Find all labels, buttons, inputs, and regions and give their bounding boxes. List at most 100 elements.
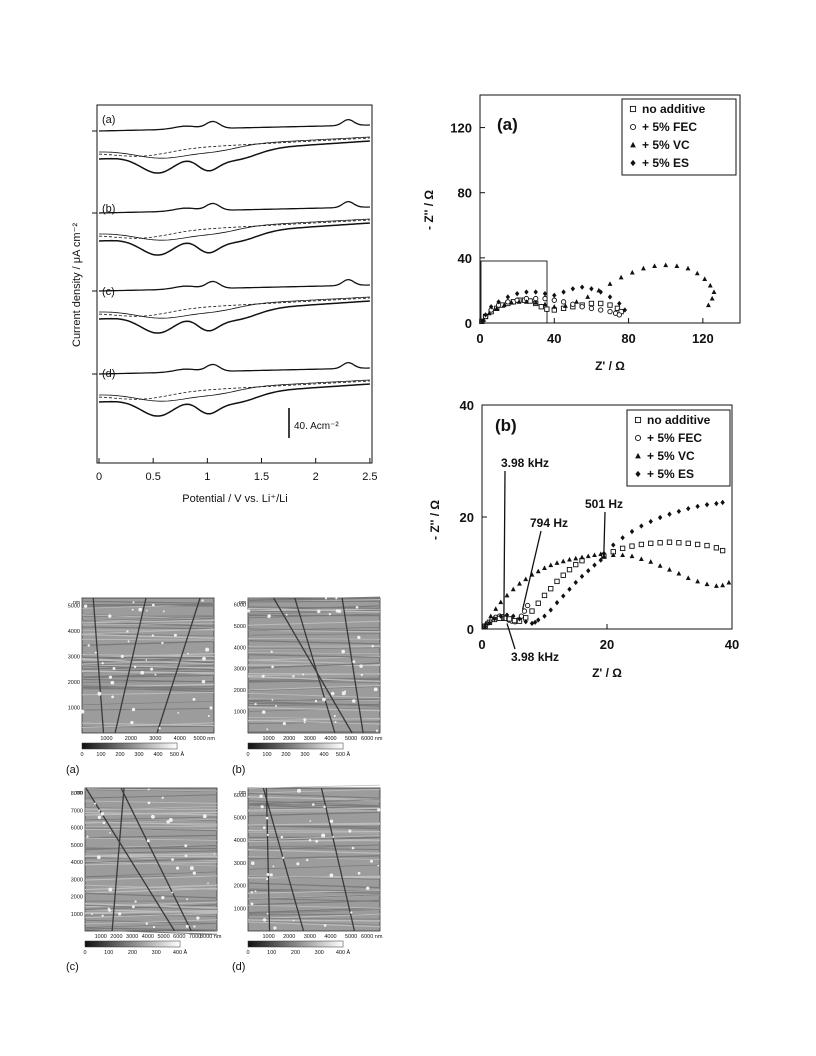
afm-particle <box>377 808 381 812</box>
afm-particle <box>259 794 263 799</box>
afm-particle <box>373 687 378 692</box>
afm-particle <box>146 609 148 612</box>
afm-x-tick-label: 5000 <box>345 934 357 940</box>
afm-particle <box>254 702 257 706</box>
afm-texture-line <box>81 659 215 665</box>
afm-particle <box>265 816 269 820</box>
data-point <box>666 539 673 545</box>
data-point <box>707 282 713 288</box>
data-point <box>501 302 507 308</box>
afm-particle <box>266 728 269 731</box>
afm-texture-line <box>84 837 218 841</box>
cv-x-tick-label: 1.5 <box>254 471 269 483</box>
data-point <box>685 265 691 271</box>
afm-texture-line <box>84 853 218 856</box>
afm-texture-line <box>84 909 218 915</box>
afm-scratch <box>111 787 125 932</box>
afm-particle <box>127 640 130 643</box>
afm-texture-line <box>247 647 381 650</box>
afm-texture-line <box>247 792 381 799</box>
afm-texture-line <box>247 788 381 794</box>
afm-particle <box>266 912 269 915</box>
data-point <box>498 599 504 605</box>
eis-b-annotations: 3.98 kHz 794 Hz 501 Hz 3.98 kHz <box>501 456 623 664</box>
afm-particle <box>111 695 114 699</box>
afm-scratch <box>85 787 176 932</box>
afm-particle <box>271 665 274 669</box>
afm-particle <box>375 729 379 732</box>
afm-scale-tick-label: 200 <box>281 752 290 758</box>
afm-texture-line <box>81 614 215 620</box>
data-point <box>516 299 522 304</box>
afm-scale-tick-label: 300 <box>315 950 324 956</box>
afm-particle <box>357 635 361 640</box>
afm-texture-line <box>247 838 381 842</box>
afm-particle <box>282 722 286 726</box>
data-point <box>607 302 613 308</box>
afm-particle <box>323 924 327 927</box>
afm-texture-line <box>81 640 215 647</box>
afm-particle <box>365 886 370 891</box>
afm-particle <box>247 609 251 613</box>
afm-scratch <box>114 597 147 734</box>
afm-x-tick-label: 8000 nm <box>200 934 222 940</box>
afm-particle <box>302 673 305 676</box>
data-point <box>579 554 585 560</box>
data-point <box>579 573 585 579</box>
data-point <box>529 608 535 614</box>
eis-a-points <box>479 262 717 325</box>
cv-x-axis-label: Potential / V vs. Li⁺/Li <box>182 493 287 505</box>
eis-chart-a: 0 40 80 120 0 40 80 120 (a) no additive + 5% FEC… <box>422 94 741 373</box>
afm-texture-line <box>247 888 381 892</box>
data-point <box>548 607 553 613</box>
afm-y-tick-label: 2000 <box>71 895 83 901</box>
afm-particle <box>192 871 196 875</box>
afm-y-tick-label: 4000 <box>68 629 80 635</box>
data-point <box>561 593 566 599</box>
data-point <box>493 606 499 611</box>
afm-particle <box>341 691 346 696</box>
afm-x-tick-label: 6000 <box>173 934 185 940</box>
afm-texture-line <box>84 861 218 866</box>
afm-particle <box>201 599 204 602</box>
afm-x-tick-label: 4000 <box>174 736 186 742</box>
afm-particle <box>250 902 254 906</box>
afm-texture-line <box>84 904 218 911</box>
data-point <box>566 566 573 573</box>
afm-particle <box>202 814 207 819</box>
afm-texture-line <box>84 800 218 804</box>
afm-particle <box>161 641 164 645</box>
annotation-leader <box>503 470 506 621</box>
afm-particle <box>315 839 319 843</box>
data-point <box>657 514 663 521</box>
afm-texture-line <box>247 707 381 712</box>
data-point <box>611 542 616 548</box>
afm-unit-label: nm <box>73 600 80 606</box>
data-point <box>607 294 613 300</box>
cv-anodic-curve <box>98 361 370 375</box>
afm-particle <box>321 833 326 838</box>
afm-particle <box>97 691 102 696</box>
afm-particle <box>262 918 267 922</box>
afm-texture-line <box>247 800 381 807</box>
data-point <box>713 583 719 588</box>
afm-x-tick-label: 1000 <box>263 736 275 742</box>
afm-texture-line <box>247 835 381 841</box>
eis-b-x-axis-label: Z' / Ω <box>592 666 622 680</box>
afm-height-scale <box>84 940 181 948</box>
afm-texture-line <box>81 628 215 635</box>
afm-particle <box>192 697 196 701</box>
data-point <box>720 499 725 506</box>
afm-texture-line <box>247 831 381 834</box>
afm-particle <box>330 691 335 696</box>
afm-particle <box>351 846 355 850</box>
eis-b-panel-label: (b) <box>495 416 517 435</box>
afm-scale-tick-label: 500 Å <box>170 751 185 758</box>
afm-texture-line <box>247 875 381 880</box>
data-point <box>487 620 492 626</box>
afm-x-tick-label: 7000 <box>189 934 201 940</box>
afm-texture-line <box>81 638 215 641</box>
afm-particle <box>189 866 194 871</box>
data-point <box>527 298 533 304</box>
afm-texture-line <box>247 629 381 633</box>
